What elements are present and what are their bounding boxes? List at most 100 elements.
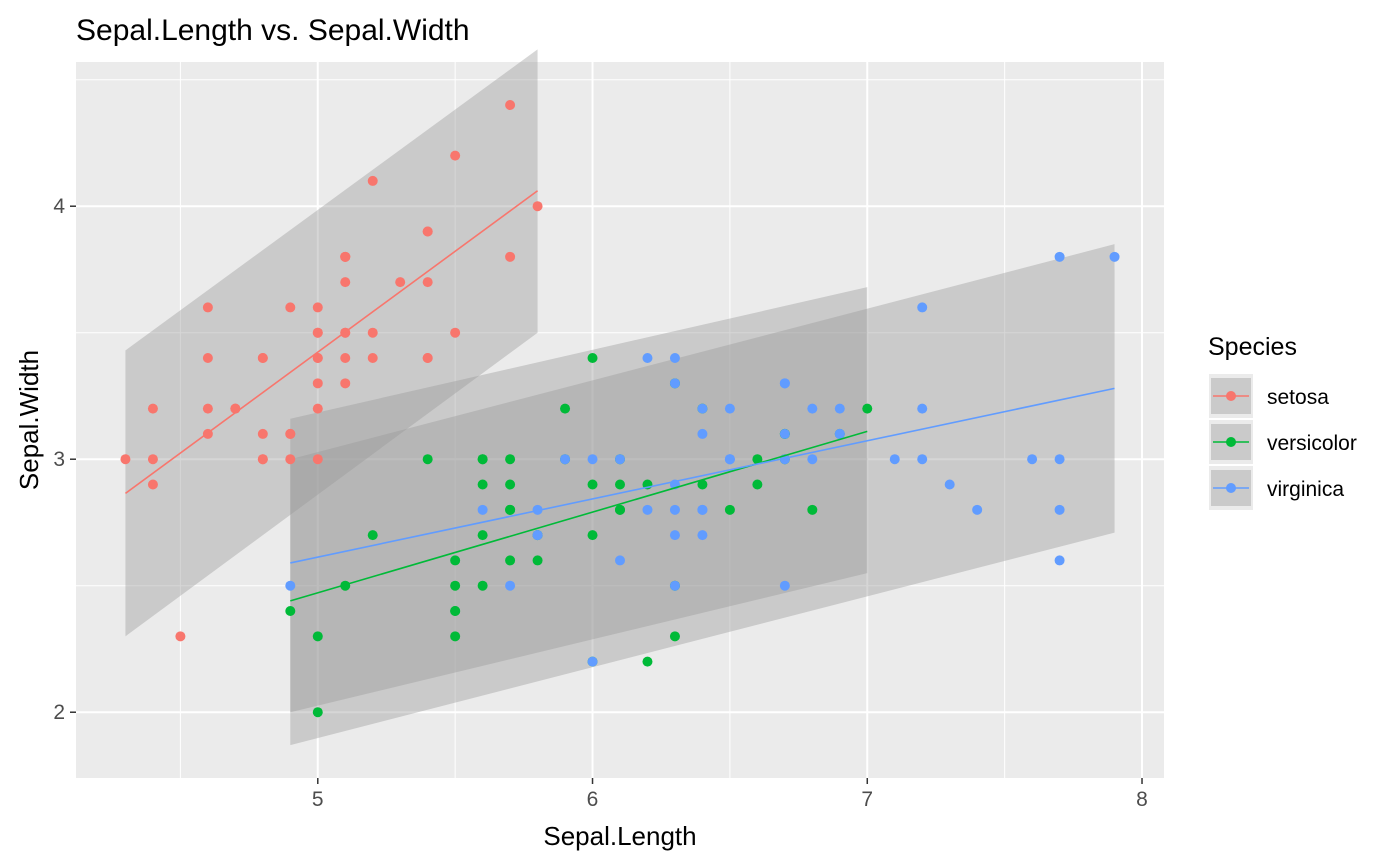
data-point [505, 479, 516, 490]
data-point [724, 504, 735, 515]
data-point [587, 353, 598, 364]
data-point [450, 327, 461, 338]
data-point [587, 656, 598, 667]
data-point [779, 428, 790, 439]
data-point [697, 403, 708, 414]
data-point [257, 454, 268, 465]
data-point [340, 251, 351, 262]
legend-key-point [1226, 437, 1236, 447]
data-point [615, 504, 625, 515]
legend-key-point [1226, 483, 1236, 493]
legend-title: Species [1208, 333, 1297, 361]
data-point [285, 302, 296, 313]
data-point [1054, 251, 1065, 262]
data-point [615, 454, 625, 465]
data-point [477, 479, 488, 490]
confidence-ribbon-virginica [290, 244, 1115, 746]
x-axis-title: Sepal.Length [543, 821, 696, 851]
data-point [367, 175, 378, 186]
x-tick-label: 5 [312, 788, 324, 811]
y-tick-label: 3 [53, 448, 65, 471]
data-point [1054, 555, 1065, 566]
confidence-ribbon-versicolor [290, 287, 868, 713]
data-point [917, 403, 928, 414]
plot-panel [76, 62, 1164, 778]
data-point [367, 353, 378, 364]
data-point [477, 454, 488, 465]
data-point [340, 277, 351, 288]
data-point [367, 530, 378, 541]
data-point [752, 479, 763, 490]
data-point [1027, 454, 1038, 465]
data-point [587, 454, 598, 465]
data-point [944, 479, 955, 490]
data-point [505, 580, 516, 591]
data-point [724, 454, 735, 465]
data-point [395, 277, 406, 288]
data-point [669, 631, 680, 642]
data-point [147, 403, 158, 414]
data-point [505, 454, 516, 465]
confidence-ribbons [125, 49, 1115, 746]
data-point [615, 479, 625, 490]
data-point [834, 428, 845, 439]
data-points [120, 100, 1120, 718]
data-point [972, 504, 983, 515]
data-point [1054, 504, 1065, 515]
data-point [312, 327, 323, 338]
legend-label: virginica [1267, 478, 1344, 501]
data-point [834, 403, 845, 414]
data-point [340, 353, 351, 364]
data-point [587, 479, 598, 490]
data-point [422, 226, 433, 237]
data-point [587, 530, 598, 541]
data-point [477, 504, 488, 515]
data-point [312, 707, 323, 718]
data-point [147, 454, 158, 465]
data-point [477, 580, 488, 591]
data-point [120, 454, 131, 465]
data-point [532, 201, 543, 212]
data-point [615, 555, 625, 566]
data-point [669, 353, 680, 364]
series-points-setosa [120, 100, 543, 642]
data-point [450, 580, 461, 591]
data-point [202, 302, 213, 313]
data-point [669, 530, 680, 541]
data-point [917, 454, 928, 465]
data-point [450, 606, 461, 617]
data-point [367, 327, 378, 338]
data-point [697, 504, 708, 515]
data-point [422, 353, 433, 364]
data-point [560, 454, 571, 465]
legend-key-point [1226, 391, 1236, 401]
data-point [202, 403, 213, 414]
fit-line-setosa [124, 190, 539, 495]
data-point [807, 504, 818, 515]
data-point [807, 454, 818, 465]
data-point [807, 403, 818, 414]
data-point [917, 302, 928, 313]
data-point [450, 555, 461, 566]
data-point [202, 353, 213, 364]
data-point [312, 378, 323, 389]
data-point [450, 631, 461, 642]
legend-label: setosa [1267, 386, 1329, 409]
data-point [422, 277, 433, 288]
data-point [669, 580, 680, 591]
data-point [697, 428, 708, 439]
y-tick-label: 4 [53, 195, 65, 218]
data-point [779, 580, 790, 591]
data-point [340, 378, 351, 389]
data-point [697, 479, 708, 490]
y-tick-label: 2 [53, 701, 65, 724]
data-point [560, 403, 571, 414]
series-points-virginica [285, 251, 1120, 667]
data-point [257, 353, 268, 364]
grid-lines [76, 62, 1164, 778]
data-point [1054, 454, 1065, 465]
fit-line-versicolor [290, 430, 868, 602]
data-point [312, 631, 323, 642]
legend-label: versicolor [1267, 432, 1357, 455]
data-point [889, 454, 900, 465]
